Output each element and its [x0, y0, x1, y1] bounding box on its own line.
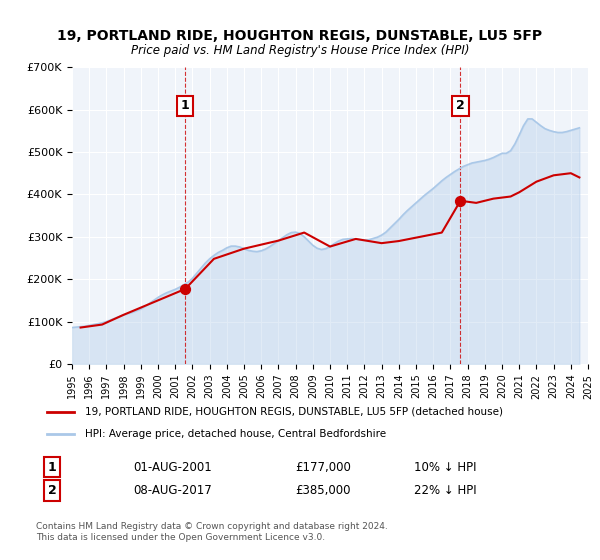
Point	[455, 197, 465, 206]
Text: 19, PORTLAND RIDE, HOUGHTON REGIS, DUNSTABLE, LU5 5FP (detached house): 19, PORTLAND RIDE, HOUGHTON REGIS, DUNST…	[85, 407, 503, 417]
Text: 19, PORTLAND RIDE, HOUGHTON REGIS, DUNSTABLE, LU5 5FP: 19, PORTLAND RIDE, HOUGHTON REGIS, DUNST…	[58, 29, 542, 44]
Text: Price paid vs. HM Land Registry's House Price Index (HPI): Price paid vs. HM Land Registry's House …	[131, 44, 469, 57]
Text: 1: 1	[181, 99, 190, 113]
Point	[181, 284, 190, 293]
Text: 2: 2	[456, 99, 465, 113]
Text: 2: 2	[48, 484, 56, 497]
Text: 1: 1	[48, 461, 56, 474]
Text: 08-AUG-2017: 08-AUG-2017	[133, 484, 212, 497]
Text: This data is licensed under the Open Government Licence v3.0.: This data is licensed under the Open Gov…	[36, 533, 325, 543]
Text: HPI: Average price, detached house, Central Bedfordshire: HPI: Average price, detached house, Cent…	[85, 429, 386, 439]
Text: Contains HM Land Registry data © Crown copyright and database right 2024.: Contains HM Land Registry data © Crown c…	[36, 522, 388, 531]
Text: £177,000: £177,000	[295, 461, 351, 474]
Text: 01-AUG-2001: 01-AUG-2001	[133, 461, 212, 474]
Text: 10% ↓ HPI: 10% ↓ HPI	[414, 461, 476, 474]
Text: 22% ↓ HPI: 22% ↓ HPI	[414, 484, 476, 497]
Text: £385,000: £385,000	[295, 484, 350, 497]
